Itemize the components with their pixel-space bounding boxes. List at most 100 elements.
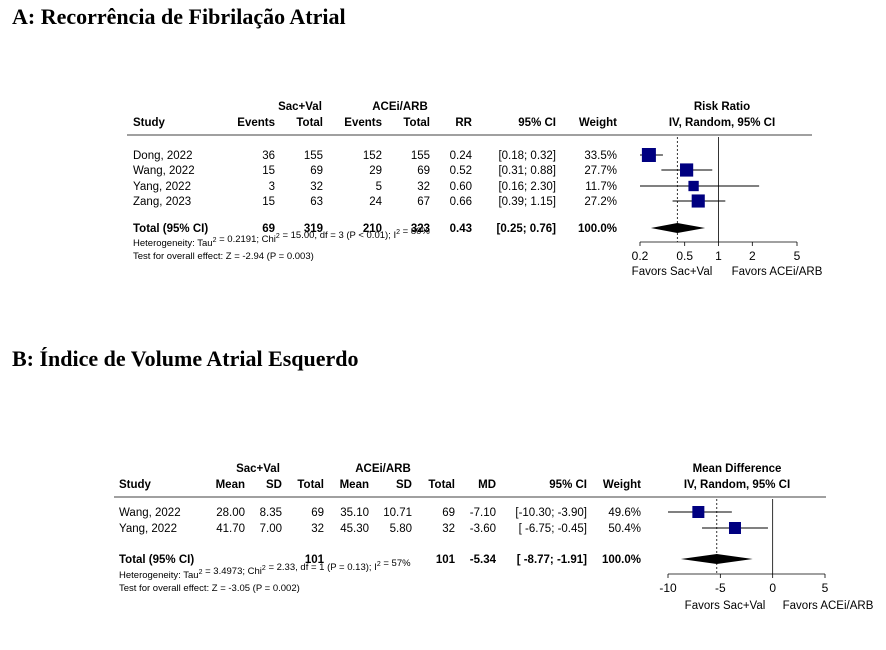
- a-header-g1_events: Events: [237, 117, 275, 129]
- b-header-effect: MD: [478, 479, 496, 491]
- a-row-ci: [0.39; 1.15]: [498, 196, 556, 208]
- b-row-g2_total: 69: [442, 507, 455, 519]
- a-row-g2_events: 24: [369, 196, 382, 208]
- a-header-study: Study: [133, 117, 166, 129]
- a-row-ci: [0.18; 0.32]: [498, 150, 556, 162]
- b-row-g1_mean: 28.00: [216, 507, 245, 519]
- a-study-square: [680, 163, 694, 177]
- a-tick-label: 2: [749, 249, 756, 263]
- b-header-g1_sd: SD: [266, 479, 282, 491]
- a-row-study: Dong, 2022: [133, 150, 192, 162]
- a-row-study: Yang, 2022: [133, 181, 191, 193]
- b-header-weight: Weight: [603, 479, 641, 491]
- b-study-square: [692, 506, 705, 518]
- a-tick-label: 0.2: [632, 249, 649, 263]
- b-pooled-diamond: [680, 554, 753, 564]
- a-row-g1_events: 3: [269, 181, 275, 193]
- b-row-g1_total: 32: [311, 523, 324, 535]
- a-heterogeneity: Heterogeneity: Tau2 = 0.2191; Chi2 = 15.…: [133, 226, 430, 249]
- a-tick-label: 1: [715, 249, 722, 263]
- a-plot-title: Risk Ratio: [694, 101, 750, 113]
- b-total-study: Total (95% CI): [119, 554, 194, 566]
- b-row-effect: -7.10: [470, 507, 496, 519]
- b-row-g1_sd: 8.35: [260, 507, 282, 519]
- b-row-g2_total: 32: [442, 523, 455, 535]
- b-plot-title: Mean Difference: [693, 463, 782, 475]
- b-total-g1_total: 101: [305, 554, 325, 566]
- a-total-g2_total: 323: [411, 223, 430, 235]
- a-favors-right: Favors ACEi/ARB: [732, 266, 823, 278]
- b-row-ci: [ -6.75; -0.45]: [519, 523, 587, 535]
- a-row-g2_events: 5: [376, 181, 382, 193]
- b-row-weight: 50.4%: [608, 523, 641, 535]
- a-total-g1_total: 319: [304, 223, 323, 235]
- a-total-g2_events: 210: [363, 223, 382, 235]
- b-row-g2_sd: 5.80: [390, 523, 412, 535]
- b-tick-label: -10: [659, 581, 677, 595]
- a-header-g1_total: Total: [296, 117, 323, 129]
- a-row-weight: 27.2%: [584, 196, 617, 208]
- a-header-g2_total: Total: [403, 117, 430, 129]
- a-row-effect: 0.52: [450, 165, 472, 177]
- a-row-weight: 33.5%: [584, 150, 617, 162]
- a-total-ci: [0.25; 0.76]: [497, 223, 557, 235]
- a-study-square: [691, 194, 705, 208]
- a-group1-header: Sac+Val: [278, 101, 322, 113]
- a-group2-header: ACEi/ARB: [372, 101, 428, 113]
- a-plot-subtitle: IV, Random, 95% CI: [669, 117, 775, 129]
- a-row-g2_total: 67: [417, 196, 430, 208]
- b-row-study: Yang, 2022: [119, 523, 177, 535]
- b-total-weight: 100.0%: [602, 554, 641, 566]
- b-study-square: [728, 522, 741, 534]
- a-row-effect: 0.66: [450, 196, 472, 208]
- b-header-ci: 95% CI: [549, 479, 587, 491]
- a-row-study: Zang, 2023: [133, 196, 191, 208]
- b-header-g1_total: Total: [297, 479, 324, 491]
- a-header-ci: 95% CI: [518, 117, 556, 129]
- a-row-effect: 0.24: [450, 150, 473, 162]
- a-header-g2_events: Events: [344, 117, 382, 129]
- a-row-effect: 0.60: [450, 181, 472, 193]
- b-group1-header: Sac+Val: [236, 463, 280, 475]
- b-header-g2_sd: SD: [396, 479, 412, 491]
- b-header-g2_mean: Mean: [340, 479, 369, 491]
- b-header-g1_mean: Mean: [216, 479, 245, 491]
- a-total-weight: 100.0%: [578, 223, 617, 235]
- b-tick-label: 0: [769, 581, 776, 595]
- a-overall-test: Test for overall effect: Z = -2.94 (P = …: [133, 251, 314, 262]
- a-row-g1_total: 63: [310, 196, 323, 208]
- b-total-g2_total: 101: [436, 554, 456, 566]
- a-row-g1_total: 32: [310, 181, 323, 193]
- a-total-effect: 0.43: [450, 223, 472, 235]
- a-row-ci: [0.16; 2.30]: [498, 181, 556, 193]
- a-row-g2_total: 69: [417, 165, 430, 177]
- a-tick-label: 5: [794, 249, 801, 263]
- a-row-g1_events: 15: [262, 196, 275, 208]
- b-heterogeneity: Heterogeneity: Tau2 = 3.4973; Chi2 = 2.3…: [119, 558, 411, 581]
- a-total-study: Total (95% CI): [133, 223, 208, 235]
- a-row-g2_total: 155: [411, 150, 430, 162]
- b-header-study: Study: [119, 479, 152, 491]
- a-tick-label: 0.5: [676, 249, 693, 263]
- b-row-g2_mean: 45.30: [340, 523, 369, 535]
- b-row-g2_mean: 35.10: [340, 507, 369, 519]
- b-row-ci: [-10.30; -3.90]: [515, 507, 587, 519]
- b-row-g1_total: 69: [311, 507, 324, 519]
- a-row-study: Wang, 2022: [133, 165, 195, 177]
- a-study-square: [641, 148, 656, 162]
- b-row-study: Wang, 2022: [119, 507, 181, 519]
- b-total-effect: -5.34: [470, 554, 497, 566]
- a-row-g1_events: 36: [262, 150, 275, 162]
- a-pooled-diamond: [650, 223, 706, 233]
- a-row-g1_events: 15: [262, 165, 275, 177]
- b-group2-header: ACEi/ARB: [355, 463, 411, 475]
- b-tick-label: 5: [822, 581, 829, 595]
- a-row-g2_events: 152: [363, 150, 382, 162]
- b-row-effect: -3.60: [470, 523, 496, 535]
- a-row-g1_total: 69: [310, 165, 323, 177]
- b-overall-test: Test for overall effect: Z = -3.05 (P = …: [119, 583, 300, 594]
- a-row-g2_events: 29: [369, 165, 382, 177]
- a-row-weight: 11.7%: [585, 181, 617, 193]
- a-header-effect: RR: [455, 117, 472, 129]
